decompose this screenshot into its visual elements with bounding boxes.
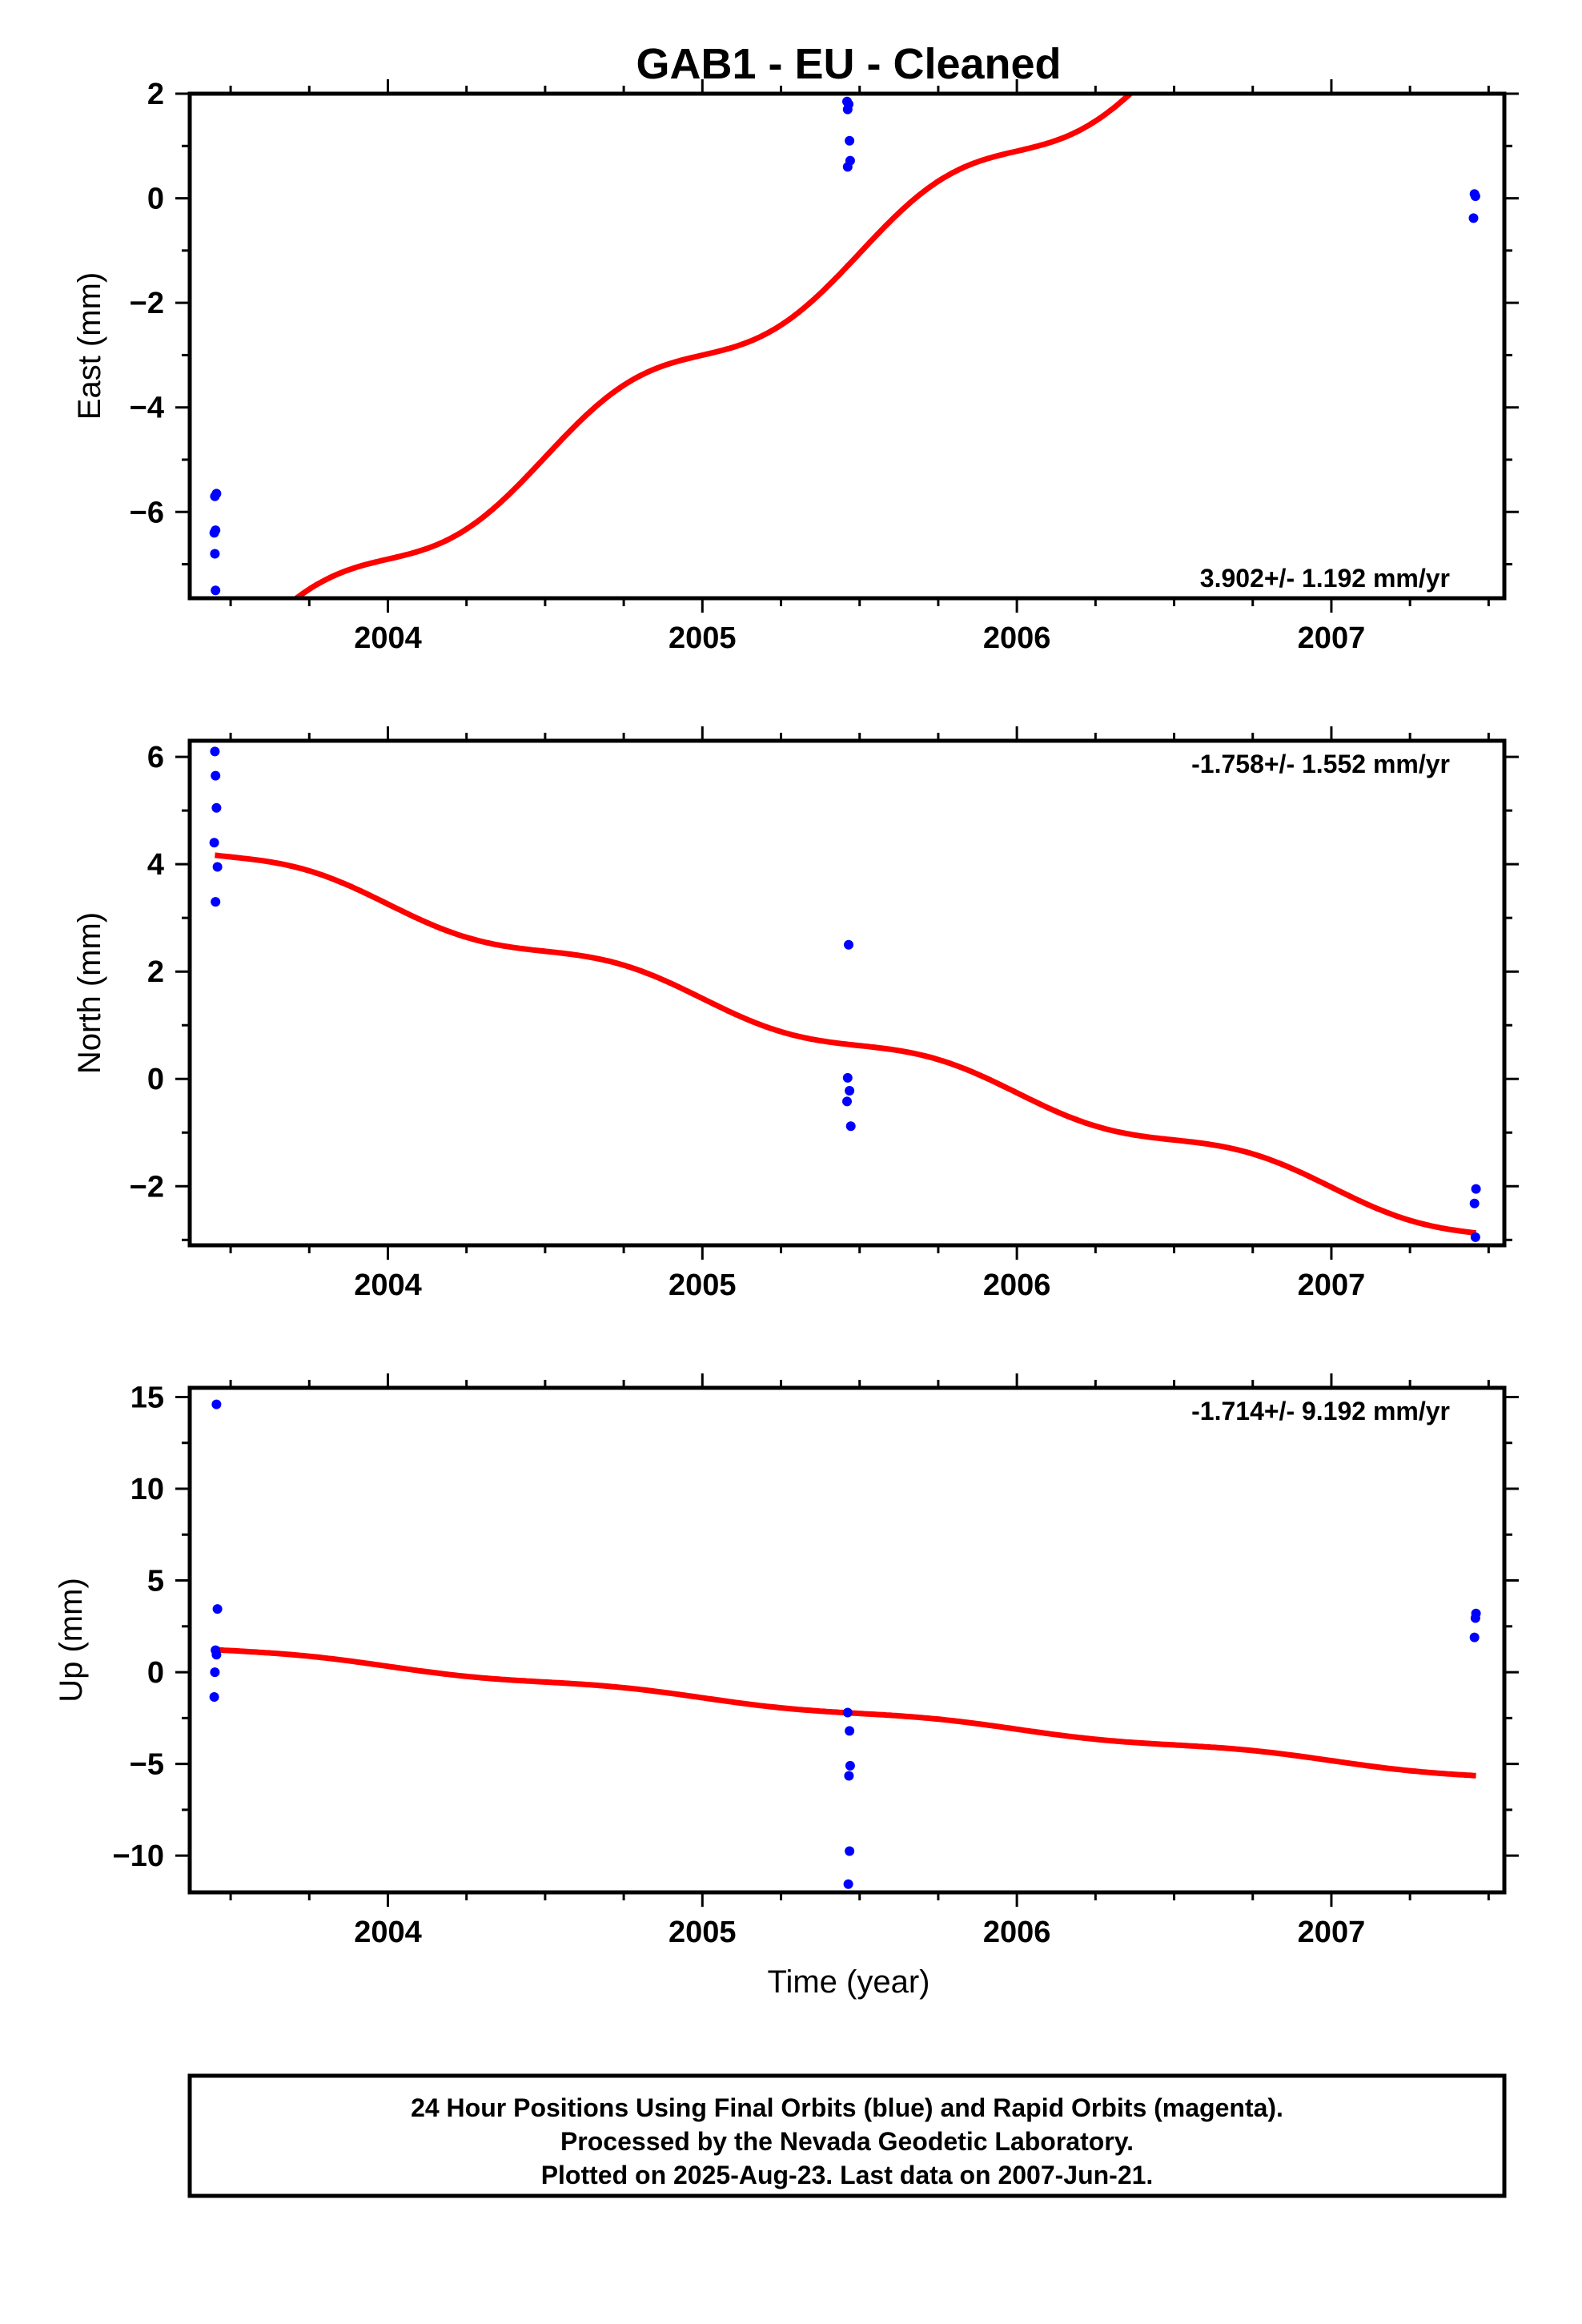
up-data-point — [211, 1399, 222, 1409]
footer-frame — [187, 2073, 1507, 2198]
footer-line-1: 24 Hour Positions Using Final Orbits (bl… — [411, 2093, 1283, 2122]
east-data-point — [842, 162, 853, 172]
up-ylabel: Up (mm) — [54, 1578, 89, 1703]
up-data-point — [843, 1879, 853, 1889]
east-data-point — [842, 104, 853, 115]
up-data-point — [1469, 1632, 1480, 1642]
east-data-point — [211, 585, 221, 596]
up-data-point — [845, 1760, 855, 1771]
north-data-point — [845, 1121, 856, 1132]
east-xtick-label: 2004 — [354, 621, 422, 655]
up-xtick-label: 2007 — [1298, 1916, 1366, 1949]
north-data-point — [844, 939, 853, 950]
east-xtick-label: 2007 — [1298, 621, 1366, 655]
up-ytick-label: 0 — [147, 1656, 164, 1690]
footer-line-3: Plotted on 2025-Aug-23. Last data on 200… — [541, 2161, 1154, 2189]
east-ytick-label: 2 — [147, 78, 164, 111]
east-rate-label: 3.902+/- 1.192 mm/yr — [1200, 564, 1450, 593]
east-data-point — [845, 135, 855, 146]
up-xtick-label: 2004 — [354, 1916, 422, 1949]
up-data-point — [845, 1726, 855, 1736]
north-data-point — [209, 838, 219, 848]
up-data-point — [845, 1846, 855, 1856]
east-data-point — [1468, 213, 1479, 223]
east-frame — [187, 91, 1507, 601]
east-data-point — [210, 491, 220, 501]
north-data-point — [842, 1096, 852, 1107]
up-ytick-label: 5 — [147, 1565, 164, 1598]
north-xtick-label: 2004 — [354, 1269, 422, 1302]
up-xtick-label: 2006 — [983, 1916, 1051, 1949]
up-data-point — [210, 1667, 220, 1678]
north-ytick-label: 2 — [147, 955, 164, 989]
up-data-point — [842, 1707, 853, 1718]
east-ytick-label: −4 — [130, 392, 164, 425]
up-panel: 2004 2005 2006 2007 −10 −5 0 5 10 15 Up (mm) Time (… — [54, 1373, 1519, 2000]
east-xtick-label: 2006 — [983, 621, 1051, 655]
north-data-point — [1470, 1232, 1480, 1242]
up-ytick-label: 15 — [130, 1381, 164, 1414]
east-xtick-label: 2005 — [669, 621, 737, 655]
north-rate-label: -1.758+/- 1.552 mm/yr — [1191, 750, 1450, 778]
north-data-point — [210, 746, 220, 757]
east-fit-line — [291, 94, 1134, 598]
north-data-point — [211, 802, 222, 813]
north-xtick-label: 2006 — [983, 1269, 1051, 1302]
east-data-point — [209, 528, 219, 538]
north-data-point — [1471, 1184, 1481, 1194]
north-ytick-label: 6 — [147, 741, 164, 774]
north-data-point — [845, 1086, 855, 1096]
north-panel: 2004 2005 2006 2007 −2 0 2 4 6 North (mm) -1.758+/… — [72, 726, 1519, 1302]
north-data-point — [1469, 1198, 1480, 1208]
east-panel: 2004 2005 2006 2007 −6 −4 −2 0 2 East (mm) 3.902+/… — [72, 78, 1519, 655]
up-data-point — [209, 1692, 219, 1702]
up-rate-label: -1.714+/- 9.192 mm/yr — [1191, 1397, 1450, 1425]
east-ytick-label: −2 — [130, 287, 164, 320]
north-ylabel: North (mm) — [72, 912, 107, 1074]
east-data-point — [1470, 191, 1480, 201]
up-data-point — [844, 1771, 854, 1781]
north-data-point — [211, 770, 221, 781]
up-data-point — [212, 1604, 223, 1614]
up-ytick-label: −5 — [130, 1748, 164, 1782]
north-data-point — [842, 1072, 853, 1083]
east-ytick-label: 0 — [147, 183, 164, 216]
chart-title: GAB1 - EU - Cleaned — [636, 40, 1061, 88]
up-ytick-label: 10 — [130, 1473, 164, 1506]
up-frame — [187, 1385, 1507, 1895]
up-xlabel: Time (year) — [768, 1964, 930, 2000]
up-data-point — [211, 1650, 222, 1660]
north-data-point — [212, 862, 223, 872]
up-data-point — [1470, 1613, 1480, 1623]
up-xtick-label: 2005 — [669, 1916, 737, 1949]
north-ytick-label: −2 — [130, 1170, 164, 1204]
east-ylabel: East (mm) — [72, 272, 107, 420]
north-ytick-label: 4 — [147, 848, 164, 882]
north-xtick-label: 2005 — [669, 1269, 737, 1302]
north-fit-line — [215, 852, 1476, 1236]
east-ytick-label: −6 — [130, 496, 164, 529]
north-ytick-label: 0 — [147, 1063, 164, 1096]
north-data-point — [211, 897, 221, 907]
up-ytick-label: −10 — [113, 1839, 164, 1873]
north-frame — [187, 738, 1507, 1248]
north-xtick-label: 2007 — [1298, 1269, 1366, 1302]
east-data-point — [210, 549, 220, 559]
footer-box: 24 Hour Positions Using Final Orbits (bl… — [187, 2073, 1507, 2198]
footer-line-2: Processed by the Nevada Geodetic Laborat… — [560, 2127, 1134, 2156]
